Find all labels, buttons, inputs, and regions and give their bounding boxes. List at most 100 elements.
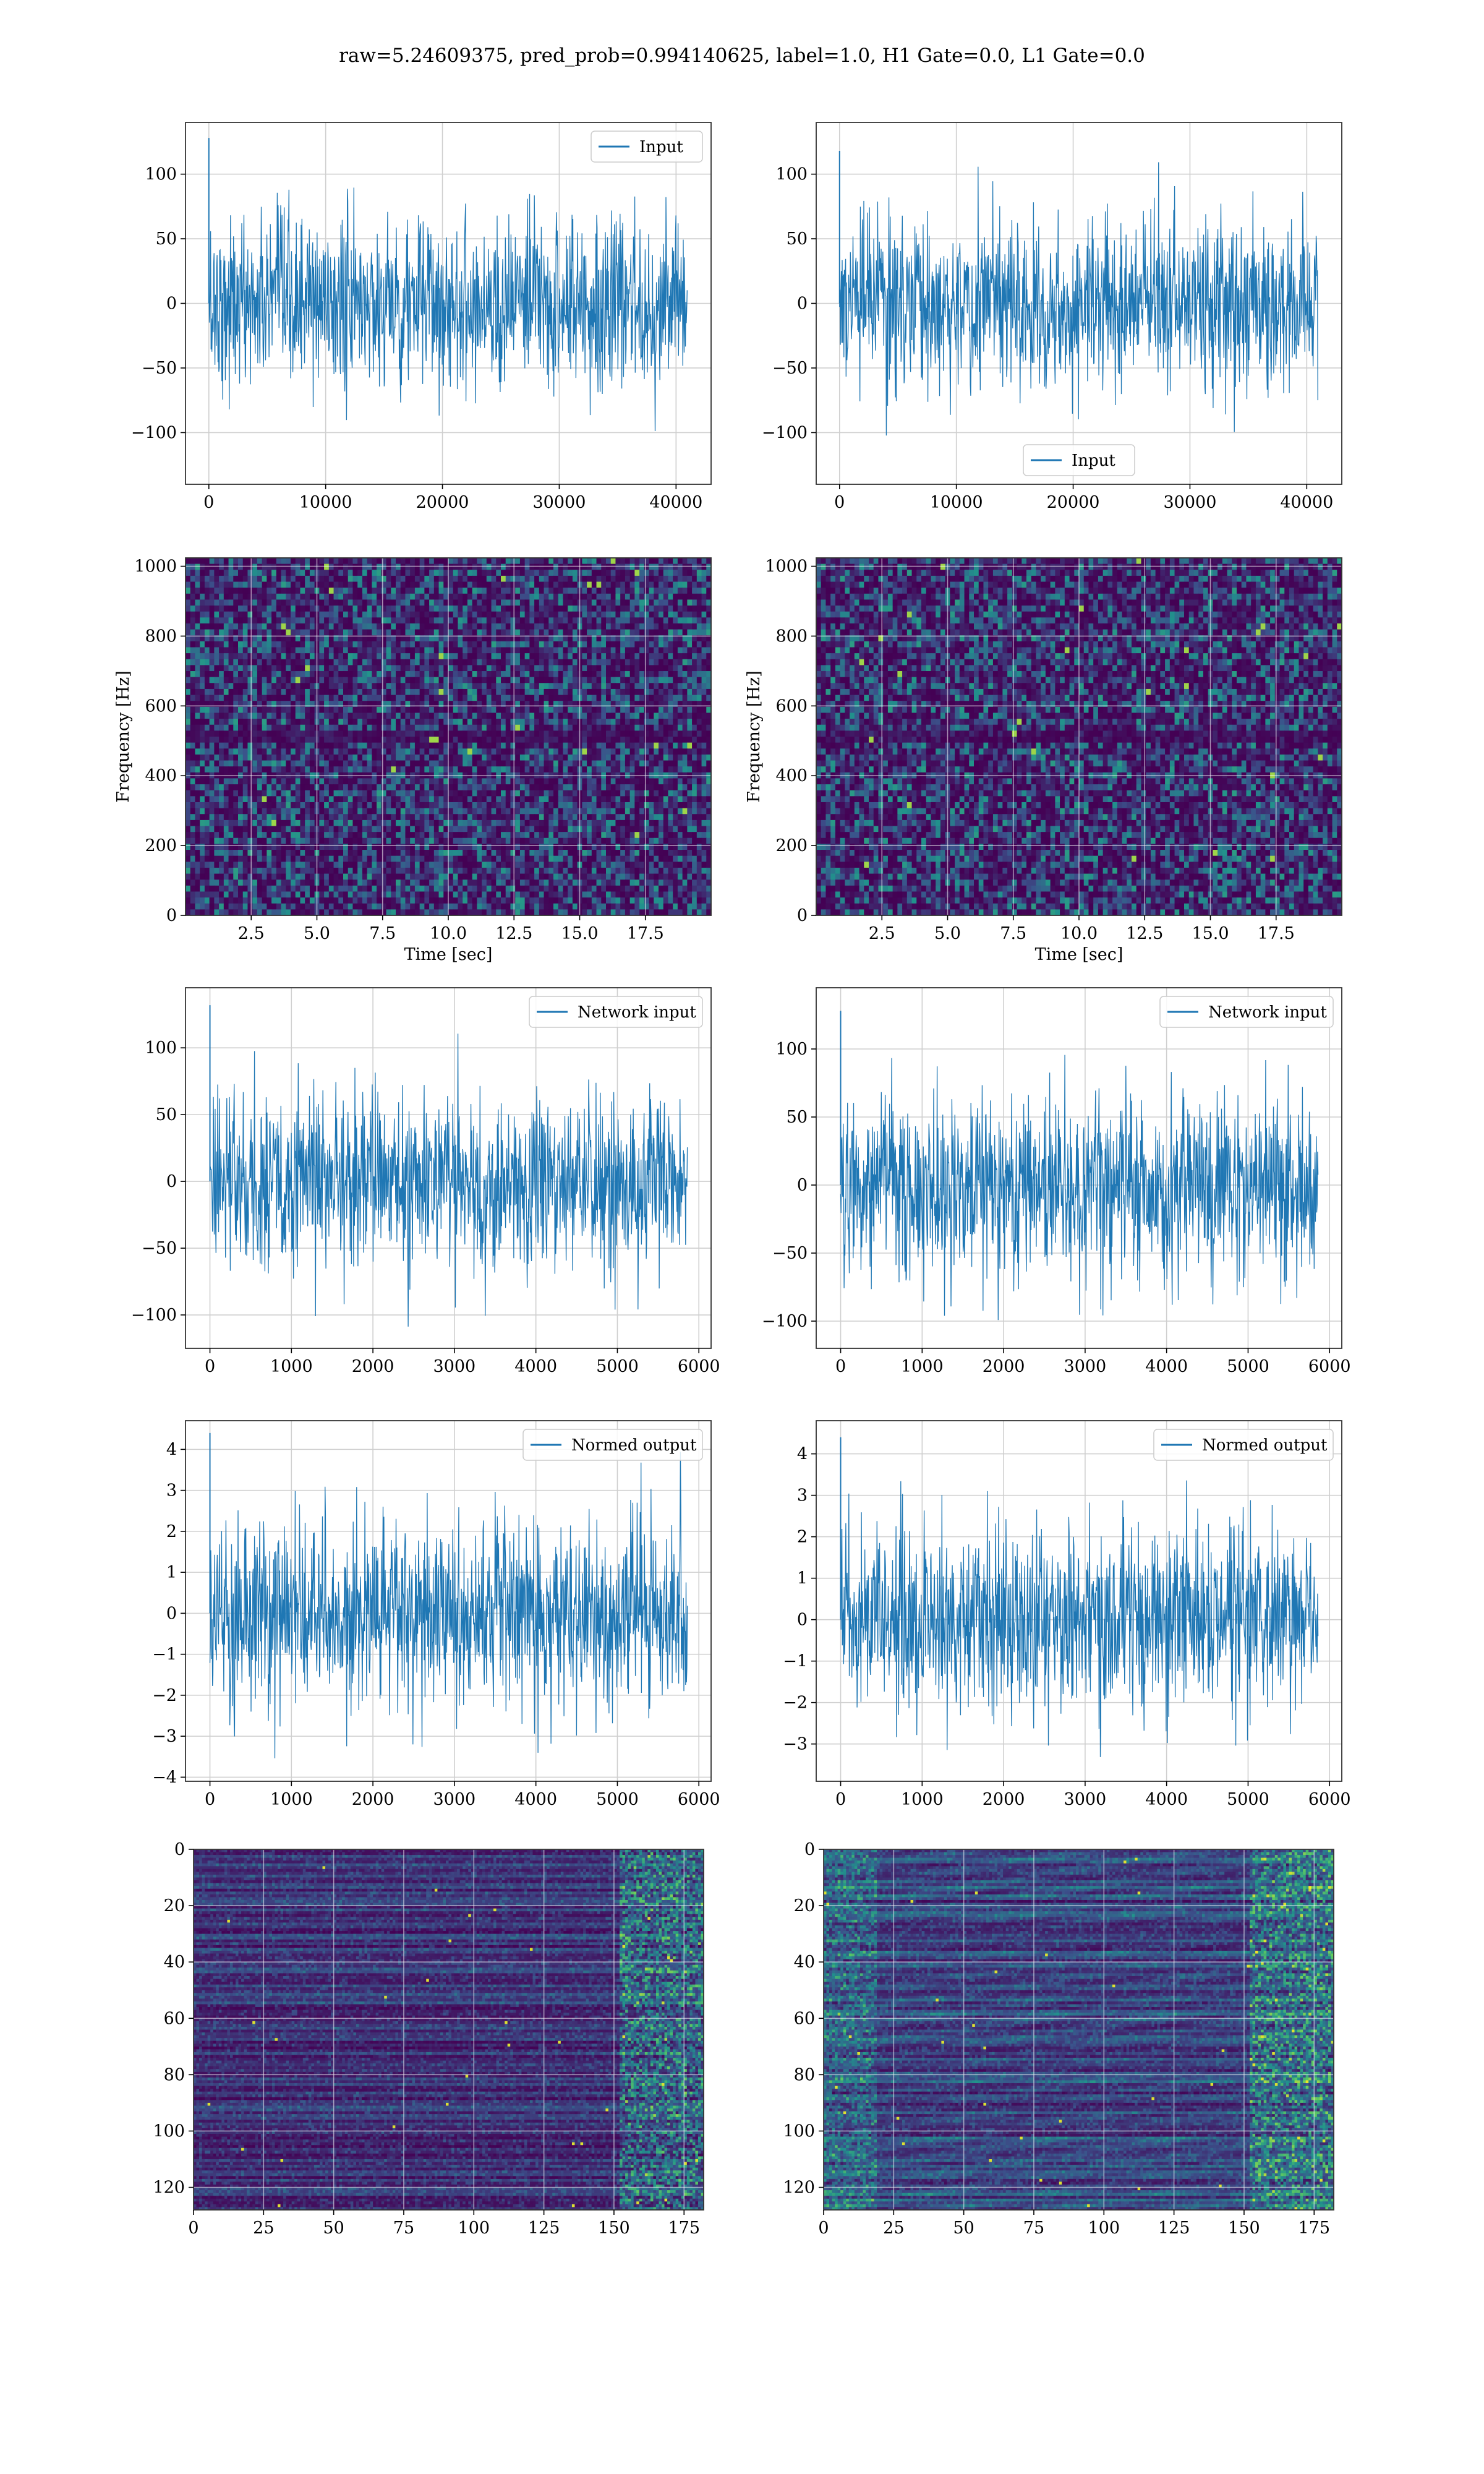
normed-output-h1-ytick-label: −2 [152,1686,177,1705]
input-h1-xtick-label: 30000 [532,493,586,512]
input-l1-ytick-label: 50 [787,229,808,249]
normed-output-h1-legend: Normed output [523,1429,702,1460]
spectrogram-l1-ytick-label: 0 [797,906,808,925]
feature-map-h1-xtick-label: 100 [458,2219,490,2238]
spectrogram-h1-xtick-label: 15.0 [561,924,598,943]
feature-map-h1-ytick-label: 0 [174,1840,185,1859]
normed-output-l1-xtick-label: 2000 [983,1790,1025,1809]
feature-map-h1-ytick-label: 60 [164,2009,185,2028]
normed-output-l1-legend: Normed output [1154,1429,1333,1460]
input-h1-ytick-label: −50 [142,359,177,378]
spectrogram-h1-xlabel: Time [sec] [404,945,493,964]
feature-map-h1-xtick-label: 0 [188,2219,198,2238]
input-l1-ytick-label: 100 [775,165,808,184]
figure-suptitle: raw=5.24609375, pred_prob=0.994140625, l… [339,45,1145,67]
feature-map-h1-image [194,1849,704,2211]
network-input-h1-xtick-label: 6000 [678,1357,720,1376]
normed-output-h1-ytick-label: −3 [152,1727,177,1746]
normed-output-h1-ytick-label: −4 [152,1768,177,1787]
feature-map-h1-xtick-label: 175 [668,2219,700,2238]
network-input-h1-xtick-label: 3000 [433,1357,476,1376]
normed-output-h1-xtick-label: 5000 [596,1790,639,1809]
network-input-h1-legend: Network input [529,996,702,1027]
normed-output-h1-ytick-label: 0 [166,1604,177,1623]
spectrogram-h1-panel: 2.5 5.0 7.5 10.0 12.5 15.0 17.5020040060080010… [114,557,712,964]
input-h1-xtick-label: 0 [203,493,214,512]
input-h1-ytick-label: 0 [166,294,177,314]
input-h1-ytick-label: −100 [131,423,177,442]
network-input-l1-xtick-label: 0 [835,1357,846,1376]
input-l1-legend: Input [1023,445,1135,476]
input-h1-legend: Input [591,131,702,162]
feature-map-h1-xtick-label: 75 [393,2219,414,2238]
network-input-l1-ytick-label: 100 [775,1040,808,1059]
network-input-h1-ytick-label: 50 [156,1105,177,1124]
spectrogram-l1-ytick-label: 400 [775,766,808,785]
normed-output-l1-xtick-label: 1000 [901,1790,944,1809]
input-l1-legend-label: Input [1072,452,1115,470]
network-input-l1-ytick-label: 0 [797,1176,808,1195]
network-input-l1-xtick-label: 1000 [901,1357,944,1376]
feature-map-h1-xtick-label: 150 [598,2219,630,2238]
normed-output-l1-ytick-label: 4 [797,1445,808,1464]
spectrogram-h1-xtick-label: 2.5 [238,924,265,943]
spectrogram-h1-ytick-label: 600 [145,696,177,716]
spectrogram-h1-ytick-label: 800 [145,627,177,646]
network-input-h1-ytick-label: 0 [166,1172,177,1191]
spectrogram-l1-ytick-label: 200 [775,836,808,855]
spectrogram-h1-ytick-label: 0 [166,906,177,925]
normed-output-l1-xtick-label: 3000 [1064,1790,1107,1809]
normed-output-h1-xtick-label: 4000 [514,1790,557,1809]
spectrogram-h1-xtick-label: 17.5 [627,924,664,943]
feature-map-l1-xtick-label: 25 [883,2219,904,2238]
input-h1-xtick-label: 20000 [416,493,469,512]
normed-output-l1-ytick-label: 2 [797,1528,808,1547]
network-input-l1-xtick-label: 2000 [983,1357,1025,1376]
spectrogram-l1-ytick-label: 1000 [765,557,808,576]
spectrogram-h1-xtick-label: 5.0 [304,924,330,943]
normed-output-h1-ytick-label: 1 [166,1563,177,1582]
normed-output-h1-xtick-label: 0 [205,1790,215,1809]
network-input-l1-ytick-label: −100 [762,1312,808,1331]
network-input-l1-ytick-label: 50 [787,1108,808,1127]
feature-map-l1-xtick-label: 75 [1023,2219,1044,2238]
feature-map-l1-ytick-label: 0 [804,1840,815,1859]
feature-map-l1-ytick-label: 20 [794,1896,815,1915]
normed-output-h1-ytick-label: 3 [166,1481,177,1500]
normed-output-l1-xtick-label: 4000 [1145,1790,1188,1809]
normed-output-h1-xtick-label: 1000 [270,1790,313,1809]
normed-output-l1-ytick-label: −2 [783,1693,808,1713]
feature-map-l1-xtick-label: 150 [1228,2219,1260,2238]
feature-map-l1-xtick-label: 125 [1158,2219,1190,2238]
spectrogram-l1-xtick-label: 2.5 [869,924,895,943]
spectrogram-h1-ytick-label: 400 [145,766,177,785]
normed-output-h1-ytick-label: 4 [166,1440,177,1459]
input-l1-xtick-label: 0 [834,493,845,512]
normed-output-h1-ytick-label: 2 [166,1522,177,1541]
network-input-l1-xtick-label: 4000 [1145,1357,1188,1376]
normed-output-l1-ytick-label: −3 [783,1735,808,1754]
normed-output-l1-ytick-label: 0 [797,1611,808,1630]
input-l1-xtick-label: 20000 [1047,493,1100,512]
spectrogram-h1-xtick-label: 10.0 [430,924,467,943]
network-input-l1-ytick-label: −50 [772,1244,808,1263]
spectrogram-l1-xtick-label: 7.5 [1000,924,1026,943]
network-input-h1-xtick-label: 1000 [270,1357,313,1376]
input-h1-xtick-label: 40000 [649,493,702,512]
normed-output-h1-xtick-label: 6000 [678,1790,720,1809]
input-h1-legend-label: Input [639,138,683,156]
spectrogram-h1-xtick-label: 7.5 [369,924,396,943]
input-h1-ytick-label: 50 [156,229,177,249]
normed-output-l1-xtick-label: 5000 [1227,1790,1269,1809]
feature-map-l1-ytick-label: 120 [783,2178,815,2198]
network-input-l1-legend-label: Network input [1208,1003,1327,1022]
spectrogram-l1-xtick-label: 12.5 [1126,924,1163,943]
feature-map-h1-ytick-label: 100 [153,2121,185,2141]
normed-output-h1-ytick-label: −1 [152,1645,177,1664]
feature-map-l1-ytick-label: 80 [794,2065,815,2084]
spectrogram-l1-xtick-label: 10.0 [1060,924,1098,943]
feature-map-l1-image [824,1849,1334,2211]
input-l1-xtick-label: 40000 [1280,493,1333,512]
